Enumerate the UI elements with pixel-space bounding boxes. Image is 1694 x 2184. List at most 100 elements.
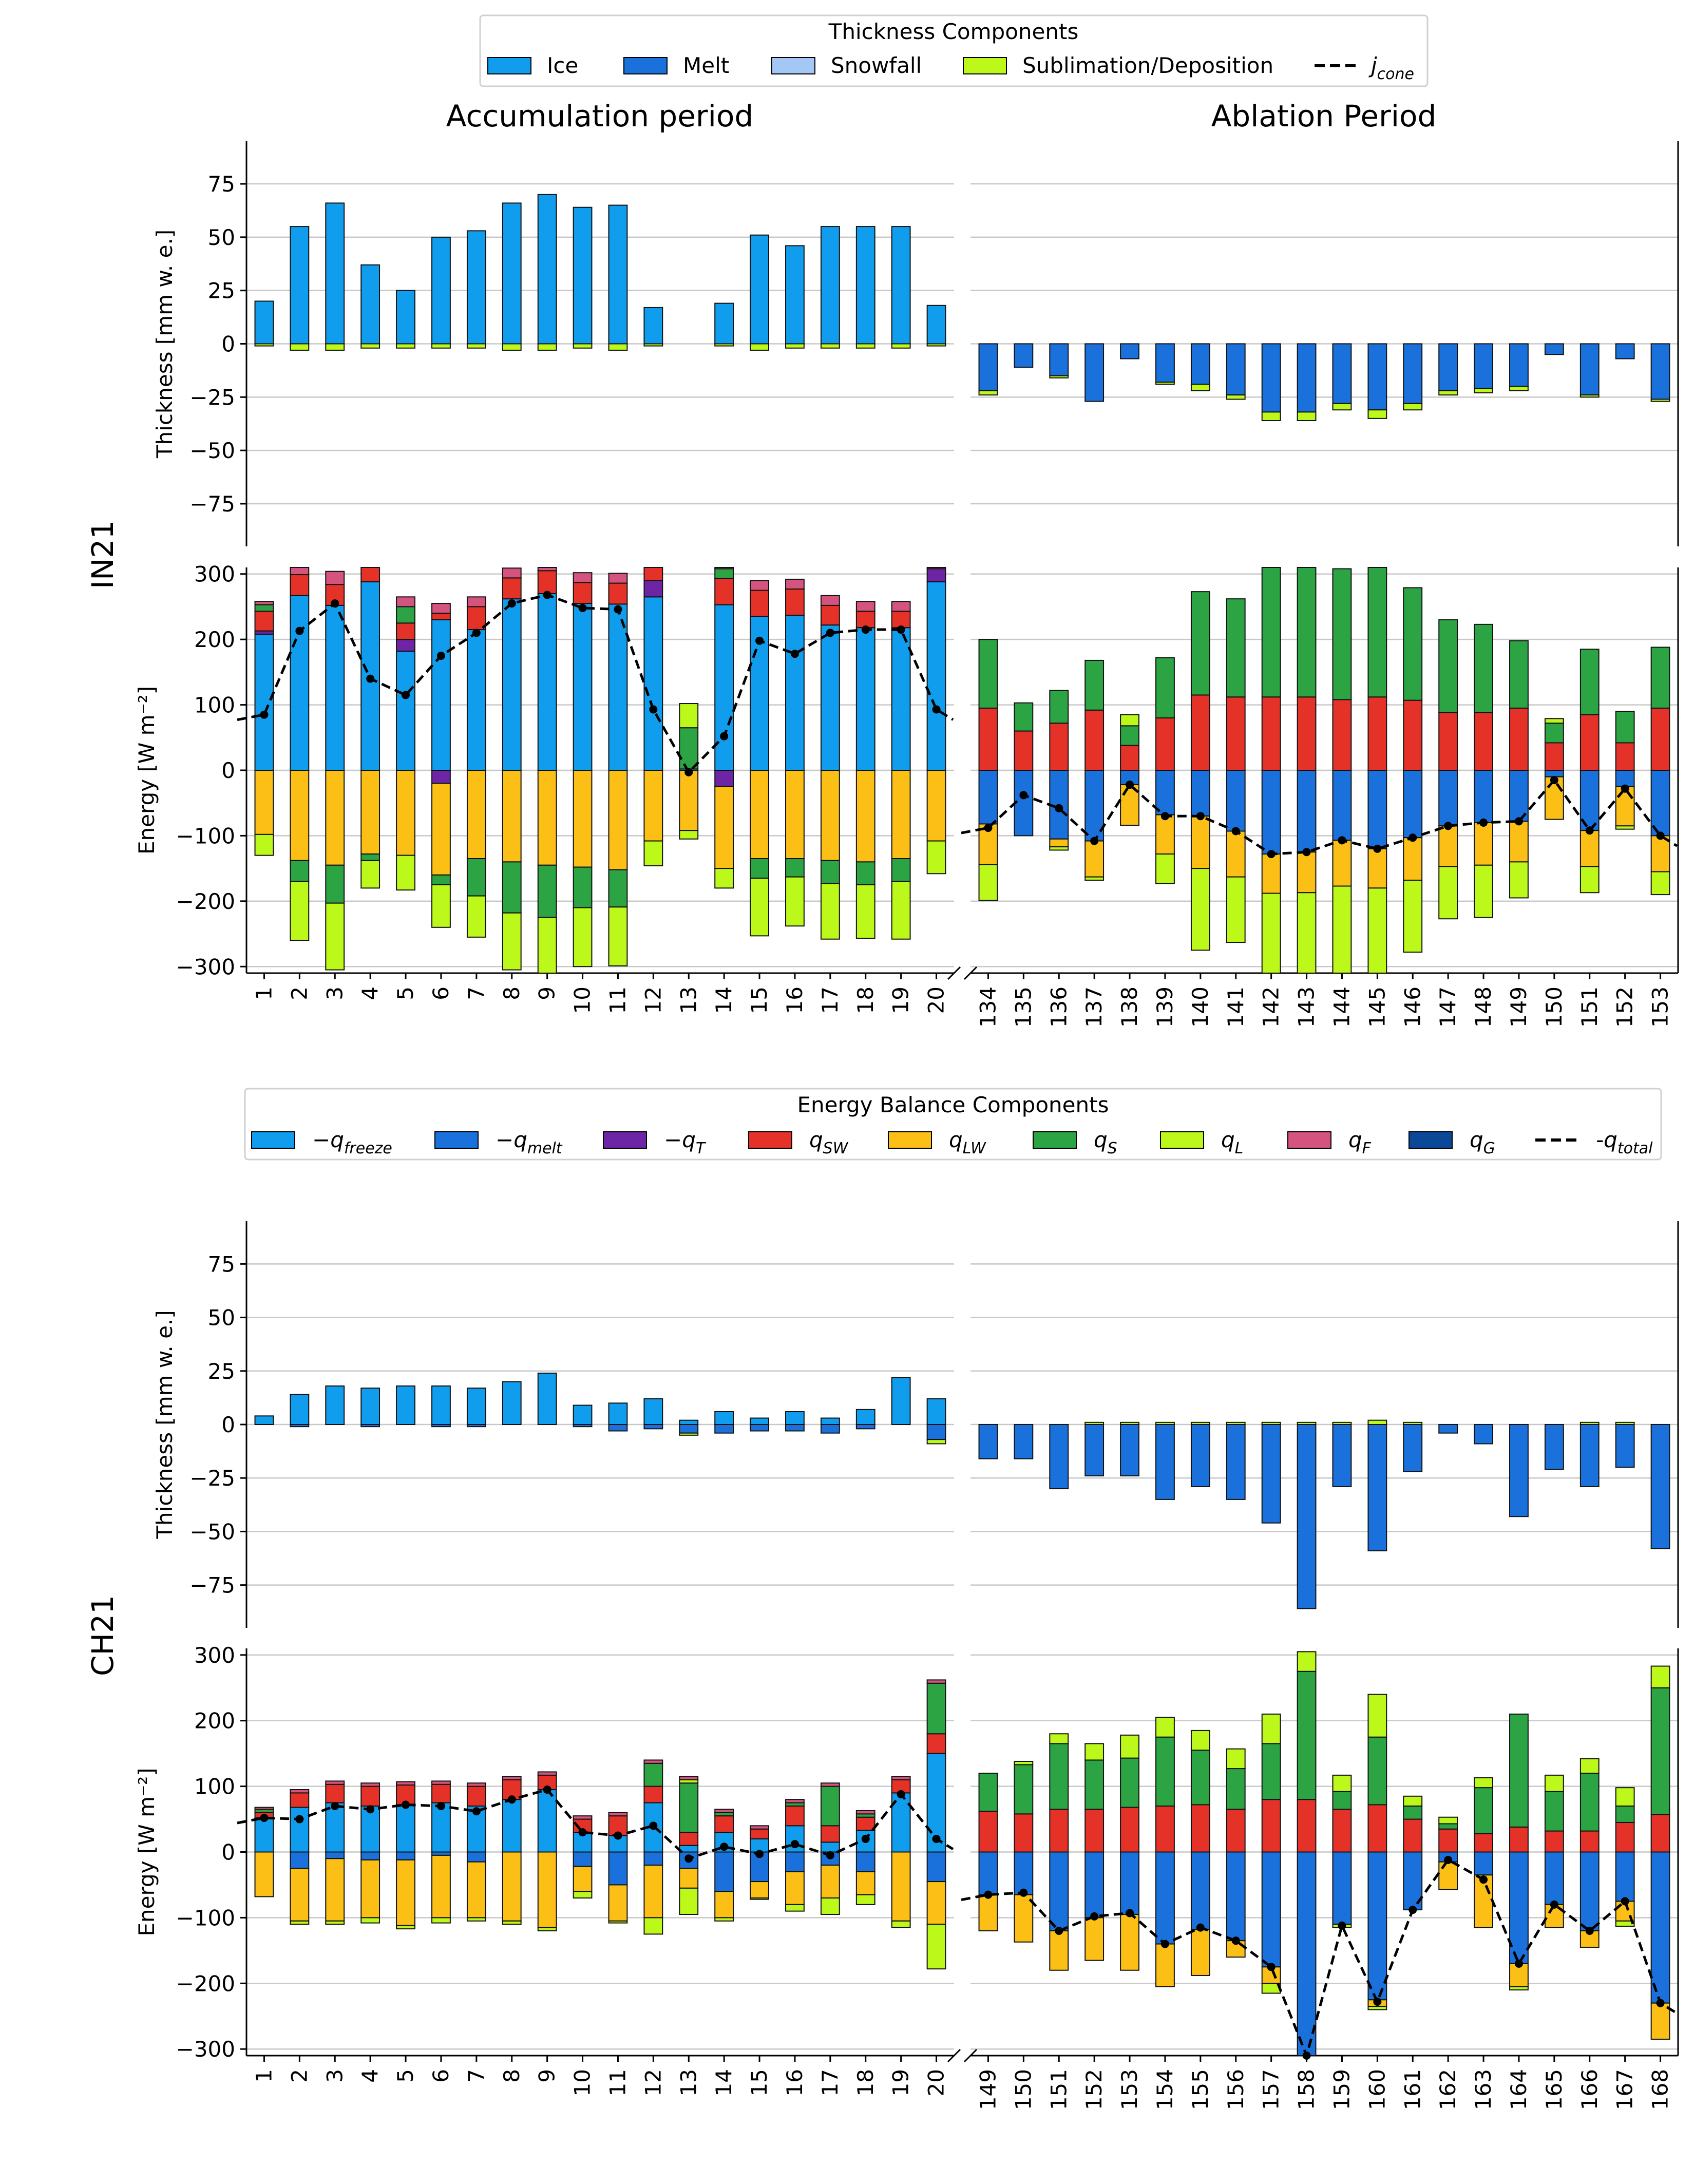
legend-swatch-q-f — [1287, 1131, 1331, 1149]
ch21-energy-left-f-bar — [537, 1771, 557, 1776]
in21-energy-left-f-bar — [891, 601, 911, 612]
ch21-energy-right-s-bar — [1650, 1687, 1670, 1815]
in21-energy-left-freeze-bar — [360, 581, 380, 771]
legend-swatch-q-s — [1033, 1131, 1077, 1149]
in21-energy-right-total-point — [1267, 850, 1276, 859]
in21-xtick-label: 11 — [605, 986, 630, 1014]
ch21-xtick-label: 158 — [1294, 2069, 1319, 2110]
in21-xtick-label: 136 — [1046, 986, 1071, 1028]
in21-energy-right-lw-bar — [1226, 830, 1246, 878]
ch21-xtick-label: 157 — [1259, 2069, 1284, 2110]
ch21-energy-right-s-bar — [1084, 1759, 1105, 1810]
ch21-energy-right-l_neg-bar — [1367, 2006, 1387, 2010]
in21-energy-left-l_neg-bar — [679, 830, 699, 840]
in21-energy-left-t_neg-bar — [431, 770, 451, 784]
ch21-thickness-ytick-label: 25 — [208, 1359, 235, 1384]
ch21-energy-left-sw-bar — [290, 1792, 310, 1808]
ch21-energy-left-melt-bar — [643, 1851, 663, 1866]
in21-xtick-label: 14 — [711, 986, 736, 1014]
in21-energy-right-l_neg-bar — [1650, 871, 1670, 896]
legend-label-q-t: −qT — [664, 1127, 707, 1157]
ch21-energy-right-s-bar — [1049, 1743, 1069, 1810]
in21-thickness-right-sublimation-bar — [1297, 411, 1317, 421]
ch21-energy-left-lw-bar — [820, 1865, 840, 1899]
legend-swatch-q-sw — [748, 1131, 792, 1149]
in21-energy-right-total-point — [1090, 837, 1099, 845]
in21-energy-left-total-point — [649, 705, 658, 714]
in21-energy-left-l_neg-bar — [820, 883, 840, 940]
ch21-thickness-left-ice-bar — [325, 1385, 345, 1426]
in21-energy-left-lw-bar — [466, 770, 486, 860]
legend-label-melt: Melt — [683, 53, 729, 78]
in21-energy-left-f-bar — [820, 595, 840, 606]
in21-energy-left-f-bar — [290, 567, 310, 576]
ch21-energy-right-melt-bar — [1615, 1851, 1635, 1902]
in21-energy-left-l_neg-bar — [891, 881, 911, 940]
in21-xtick-label: 15 — [747, 986, 772, 1014]
in21-thickness-right-sublimation-bar — [1367, 409, 1387, 419]
in21-energy-left-freeze-bar — [714, 604, 734, 771]
in21-energy-right-melt-bar — [1403, 770, 1423, 839]
ch21-energy-right-sw-bar — [1190, 1804, 1210, 1853]
in21-energy-right-s-bar — [1403, 587, 1423, 701]
ch21-energy-left-l_neg-bar — [714, 1917, 734, 1922]
in21-thickness-left-ice-bar — [855, 226, 875, 345]
ch21-energy-ytick-label: 0 — [221, 1840, 235, 1865]
in21-xtick-label: 139 — [1152, 986, 1177, 1028]
in21-energy-left-sw-bar — [608, 582, 628, 605]
ch21-energy-ylabel: Energy [W m⁻²] — [134, 1768, 159, 1936]
ch21-energy-left-melt-bar — [573, 1851, 593, 1867]
ch21-thickness-left-ice-bar — [714, 1411, 734, 1426]
ch21-xtick-label: 2 — [287, 2069, 312, 2083]
ch21-energy-left-f-bar — [855, 1810, 875, 1815]
ch21-energy-left-total-point — [826, 1851, 834, 1859]
ch21-thickness-ytick-label: −25 — [189, 1466, 235, 1491]
ch21-energy-right-sw-bar — [1084, 1809, 1105, 1853]
in21-energy-right-total-point — [1550, 776, 1558, 785]
in21-energy-left-sw-bar — [643, 567, 663, 581]
ch21-thickness-left-ice-bar — [785, 1411, 805, 1426]
in21-energy-left-total-point — [755, 636, 764, 645]
in21-energy-right-l_neg-bar — [1084, 876, 1105, 881]
ch21-energy-right-s-bar — [1615, 1805, 1635, 1823]
ch21-energy-left-f-bar — [431, 1780, 451, 1785]
legend-label-q-sw: qSW — [809, 1127, 849, 1157]
in21-energy-right-l_neg-bar — [1579, 866, 1600, 894]
ch21-energy-right-sw-bar — [1226, 1809, 1246, 1853]
ch21-energy-right-melt-bar — [1084, 1851, 1105, 1919]
in21-energy-right-melt-bar — [1438, 770, 1458, 827]
ch21-energy-right-l-bar — [1014, 1760, 1034, 1765]
in21-thickness-right-sublimation-bar — [1226, 394, 1246, 400]
j-cone-legend-label: jcone — [1368, 53, 1414, 83]
ch21-energy-left-total-point — [861, 1834, 870, 1843]
in21-xtick-label: 149 — [1506, 986, 1531, 1028]
in21-energy-left-l_neg-bar — [466, 895, 486, 938]
ch21-energy-left-total-point — [755, 1850, 764, 1858]
in21-energy-left-lw-bar — [714, 786, 734, 869]
in21-energy-left-s_neg-bar — [431, 874, 451, 885]
ch21-energy-right-melt-bar — [1155, 1851, 1175, 1945]
ch21-energy-left-lw-bar — [926, 1881, 946, 1925]
ch21-thickness-right-sublimation-bar — [1367, 1419, 1387, 1425]
ch21-xtick-label: 3 — [322, 2069, 347, 2083]
in21-energy-left-l_neg-bar — [360, 860, 380, 889]
in21-energy-left-f-bar — [537, 567, 557, 572]
ch21-energy-right-melt-bar — [1332, 1851, 1352, 1925]
ch21-thickness-left-melt-bar — [750, 1424, 769, 1432]
ch21-energy-left-lw-bar — [855, 1871, 875, 1895]
in21-energy-left-lw-bar — [855, 770, 875, 863]
in21-energy-right-total-point — [1231, 827, 1240, 835]
in21-energy-left-sw-bar — [573, 582, 593, 604]
in21-xtick-label: 19 — [888, 986, 913, 1014]
in21-xtick-label: 4 — [357, 986, 383, 1000]
ch21-thickness-left-sublimation-bar — [679, 1432, 699, 1436]
ch21-energy-left-s-bar — [820, 1786, 840, 1827]
ch21-energy-right-l_neg-bar — [1615, 1920, 1635, 1927]
in21-energy-right-melt-bar — [1474, 770, 1493, 823]
in21-axis-break-mark — [963, 966, 978, 980]
in21-thickness-left-ice-bar — [325, 202, 345, 345]
ch21-xtick-label: 19 — [888, 2069, 913, 2096]
ch21-energy-left-l_neg-bar — [396, 1925, 415, 1930]
ch21-energy-left-l_neg-bar — [926, 1924, 946, 1970]
